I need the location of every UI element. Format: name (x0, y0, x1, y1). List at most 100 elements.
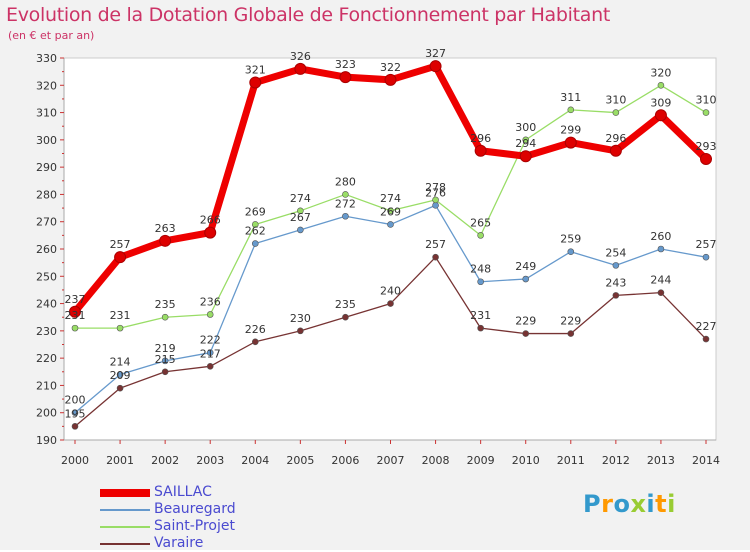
data-label: 269 (245, 205, 266, 218)
data-point (342, 191, 349, 198)
y-tick-label: 220 (36, 352, 57, 365)
data-point (612, 109, 620, 116)
data-label: 215 (155, 353, 176, 366)
data-label: 236 (200, 295, 221, 308)
legend-item: Varaire (100, 535, 236, 552)
data-label: 229 (515, 315, 536, 328)
data-point (339, 71, 352, 84)
data-label: 200 (65, 394, 86, 407)
data-point (342, 313, 349, 321)
data-label: 257 (110, 238, 131, 251)
logo-letter: P (583, 490, 602, 518)
data-point (116, 384, 124, 392)
data-point (206, 311, 214, 318)
x-tick-label: 2013 (647, 454, 675, 467)
data-point (474, 144, 487, 157)
data-label: 195 (65, 407, 86, 420)
x-tick-label: 2002 (151, 454, 179, 467)
data-point (432, 202, 439, 209)
data-label: 320 (650, 66, 671, 79)
x-tick-label: 2003 (196, 454, 224, 467)
y-tick-label: 270 (36, 216, 57, 229)
data-label: 230 (290, 312, 311, 325)
legend-item: SAILLAC (100, 484, 236, 501)
y-tick-label: 240 (36, 298, 57, 311)
data-point (71, 423, 79, 430)
data-point (342, 212, 349, 220)
legend-item: Beauregard (100, 501, 236, 518)
y-tick-label: 290 (36, 161, 57, 174)
x-tick-label: 2007 (377, 454, 405, 467)
legend-label: Varaire (154, 535, 204, 551)
data-label: 257 (425, 238, 446, 251)
data-point (114, 251, 127, 264)
data-label: 267 (290, 211, 311, 224)
data-label: 249 (515, 260, 536, 273)
logo-letter: i (646, 490, 656, 518)
y-tick-label: 330 (36, 52, 57, 65)
data-point (387, 221, 394, 228)
legend-item: Saint-Projet (100, 518, 236, 535)
data-label: 296 (605, 132, 626, 145)
data-label: 226 (245, 323, 266, 336)
y-tick-label: 280 (36, 188, 57, 201)
data-point (206, 349, 214, 356)
legend-swatch (100, 525, 150, 528)
data-point (251, 240, 259, 247)
data-point (71, 409, 79, 417)
logo-letter: x (630, 490, 647, 518)
data-label: 274 (380, 192, 401, 205)
data-label: 296 (470, 132, 491, 145)
data-point (702, 335, 710, 343)
data-point (206, 363, 214, 370)
data-label: 265 (470, 216, 491, 229)
data-point (519, 150, 532, 163)
x-tick-label: 2012 (602, 454, 630, 467)
data-point (69, 305, 81, 318)
data-point (609, 144, 622, 157)
y-tick-label: 250 (36, 270, 57, 283)
x-tick-label: 2006 (331, 454, 359, 467)
y-tick-label: 300 (36, 134, 57, 147)
data-label: 259 (560, 233, 581, 246)
legend-swatch (100, 488, 150, 497)
data-point (567, 248, 575, 256)
data-point (522, 275, 530, 283)
y-tick-label: 200 (36, 407, 57, 420)
data-label: 322 (380, 61, 401, 74)
data-point (612, 292, 620, 299)
data-label: 222 (200, 334, 221, 347)
plot-area (63, 57, 717, 441)
x-tick-label: 2010 (512, 454, 540, 467)
data-point (477, 232, 484, 239)
data-label: 209 (110, 369, 131, 382)
data-label: 323 (335, 58, 356, 71)
data-label: 227 (696, 320, 717, 333)
data-label: 309 (650, 96, 671, 109)
data-point (161, 368, 169, 376)
chart-legend: SAILLAC Beauregard Saint-Projet Varaire (100, 484, 236, 552)
data-point (702, 253, 710, 261)
data-label: 278 (425, 181, 446, 194)
data-label: 326 (290, 50, 311, 63)
data-label: 235 (155, 298, 176, 311)
data-label: 280 (335, 175, 356, 188)
data-point (654, 109, 667, 122)
data-label: 254 (605, 246, 626, 259)
data-point (432, 196, 439, 204)
data-point (387, 207, 394, 215)
x-tick-label: 2011 (557, 454, 585, 467)
data-label: 310 (605, 94, 626, 107)
data-label: 240 (380, 285, 401, 298)
y-tick-label: 230 (36, 325, 57, 338)
data-point (477, 278, 484, 286)
data-label: 299 (560, 124, 581, 137)
data-label: 262 (245, 225, 266, 238)
data-label: 260 (650, 230, 671, 243)
y-tick-label: 320 (36, 79, 57, 92)
y-tick-label: 190 (36, 434, 57, 447)
data-label: 263 (155, 222, 176, 235)
data-label: 311 (560, 91, 581, 104)
logo-letter: i (667, 490, 676, 518)
